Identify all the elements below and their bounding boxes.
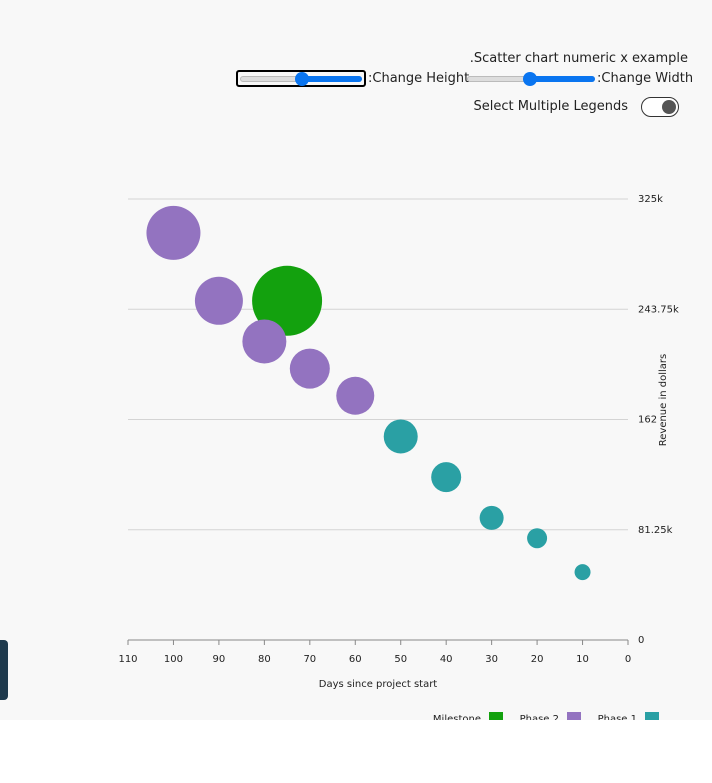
- toggle-knob: [662, 100, 676, 114]
- x-tick-label: 50: [394, 654, 407, 665]
- slider-thumb: [523, 72, 537, 86]
- bubble: [336, 376, 375, 415]
- legend-label: Milestone: [433, 714, 481, 720]
- y-tick-label: 325k: [638, 194, 663, 205]
- bubble: [479, 505, 504, 530]
- legend-label: Phase 1: [598, 714, 637, 720]
- height-label: :Change Height: [368, 71, 470, 86]
- x-tick-label: 110: [118, 654, 137, 665]
- y-tick-label: 243.75k: [638, 304, 679, 315]
- bubble: [289, 348, 330, 389]
- x-tick-label: 70: [303, 654, 316, 665]
- y-tick-label: 162: [638, 415, 657, 426]
- bubble: [146, 205, 201, 260]
- slider-fill: [302, 76, 362, 82]
- width-slider[interactable]: [467, 72, 595, 86]
- y-axis-title: Revenue in dollars: [658, 354, 669, 447]
- bubble: [242, 319, 287, 364]
- x-tick-label: 20: [531, 654, 544, 665]
- legend-swatch: [489, 712, 503, 720]
- bubble: [383, 419, 418, 454]
- x-tick-label: 80: [258, 654, 271, 665]
- x-tick-label: 60: [349, 654, 362, 665]
- bubble: [252, 265, 323, 336]
- x-tick-label: 90: [213, 654, 226, 665]
- chart: Days since project start Revenue in doll…: [118, 194, 679, 720]
- legend-swatch: [645, 712, 659, 720]
- legend-label: Phase 2: [520, 714, 559, 720]
- x-tick-label: 30: [485, 654, 498, 665]
- bubble: [431, 462, 462, 493]
- legend-swatch: [567, 712, 581, 720]
- x-tick-label: 0: [625, 654, 631, 665]
- width-label: :Change Width: [597, 71, 694, 86]
- height-slider[interactable]: [236, 70, 366, 87]
- y-tick-label: 81.25k: [638, 525, 673, 536]
- x-tick-label: 10: [576, 654, 589, 665]
- x-axis-title: Days since project start: [319, 679, 438, 690]
- side-tab: [0, 640, 8, 700]
- app: .Scatter chart numeric x example :Change…: [0, 51, 694, 720]
- x-tick-label: 100: [164, 654, 183, 665]
- bubble: [527, 528, 548, 549]
- toggle-label: Select Multiple Legends: [473, 99, 628, 114]
- bubble: [194, 276, 243, 325]
- toggle[interactable]: [641, 97, 679, 117]
- y-tick-label: 0: [638, 635, 644, 646]
- bubble: [574, 564, 591, 581]
- slider-fill: [530, 76, 595, 82]
- slider-thumb: [295, 72, 309, 86]
- title: .Scatter chart numeric x example: [469, 51, 688, 66]
- x-tick-label: 40: [440, 654, 453, 665]
